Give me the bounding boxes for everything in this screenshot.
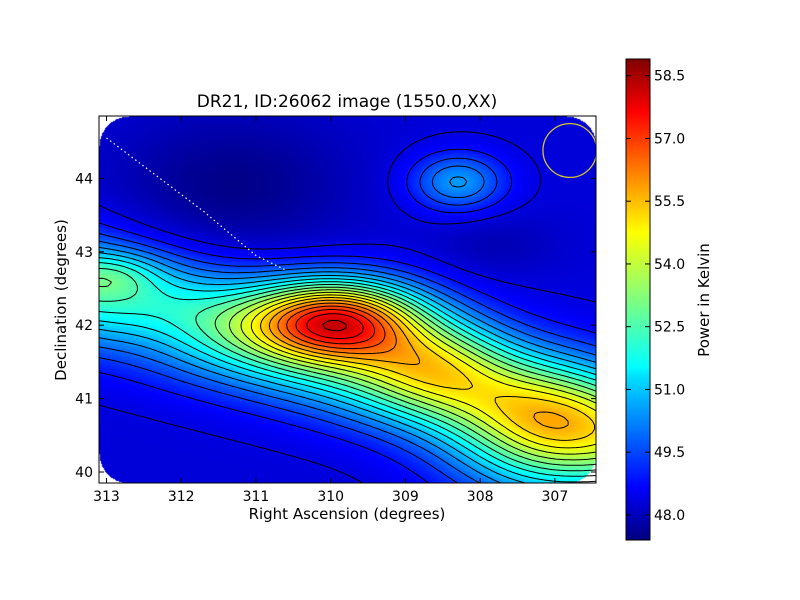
contour-line [295,309,376,345]
y-tick-label: 42 [75,318,93,334]
contour-line [277,302,397,355]
y-axis-label: Declination (degrees) [52,219,70,381]
beam-circle [542,122,596,179]
chart-title: DR21, ID:26062 image (1550.0,XX) [197,92,497,112]
colorbar-tick-label: 55.5 [654,194,685,210]
map-area [98,115,597,484]
x-tick-label: 308 [467,489,494,505]
contour-line [99,157,596,483]
x-axis-label: Right Ascension (degrees) [249,505,446,523]
contour-line [99,252,596,483]
contour-line [228,289,596,461]
plot-frame [98,115,597,484]
contour-line [99,257,596,483]
colorbar-tick-label: 51.0 [654,382,685,398]
colorbar-tick-label: 58.5 [654,69,685,85]
y-axis: 40 41 42 43 44 [75,171,596,481]
y-tick-label: 40 [75,465,93,481]
contour-line [322,319,347,332]
colorbar-label: Power in Kelvin [695,243,713,357]
contour-line [260,297,596,441]
contour-line [250,294,596,449]
contour-line [268,299,569,429]
colorbar: 48.0 49.5 51.0 52.5 54.0 55.5 57.0 58.5 Power i… [625,58,713,541]
colorbar-tick-label: 48.0 [654,508,685,524]
contour-line [99,277,596,466]
x-tick-label: 307 [542,489,569,505]
colorbar-tick-label: 49.5 [654,445,685,461]
x-tick-label: 311 [243,489,270,505]
colorbar-gradient [625,58,651,541]
contour-line [99,176,596,483]
x-tick-label: 312 [168,489,195,505]
y-tick-label: 41 [75,392,93,408]
contour-line [99,165,596,483]
contour-lines [99,131,596,483]
contour-line [99,131,596,483]
contour-line [286,305,386,350]
colorbar-ticks: 48.0 49.5 51.0 52.5 54.0 55.5 57.0 58.5 [626,69,685,524]
colorbar-tick-label: 54.0 [654,257,685,273]
y-tick-label: 43 [75,245,93,261]
x-axis: 313 312 311 310 309 308 307 [93,116,568,505]
x-tick-label: 313 [93,489,120,505]
colorbar-tick-label: 57.0 [654,131,685,147]
contour-line [99,267,596,472]
contour-line [99,148,596,483]
y-tick-label: 44 [75,171,93,187]
contour-line [240,291,596,455]
colorbar-tick-label: 52.5 [654,320,685,336]
x-tick-label: 309 [392,489,419,505]
x-tick-label: 310 [317,489,344,505]
contour-line [306,313,364,339]
contour-line [99,262,596,477]
